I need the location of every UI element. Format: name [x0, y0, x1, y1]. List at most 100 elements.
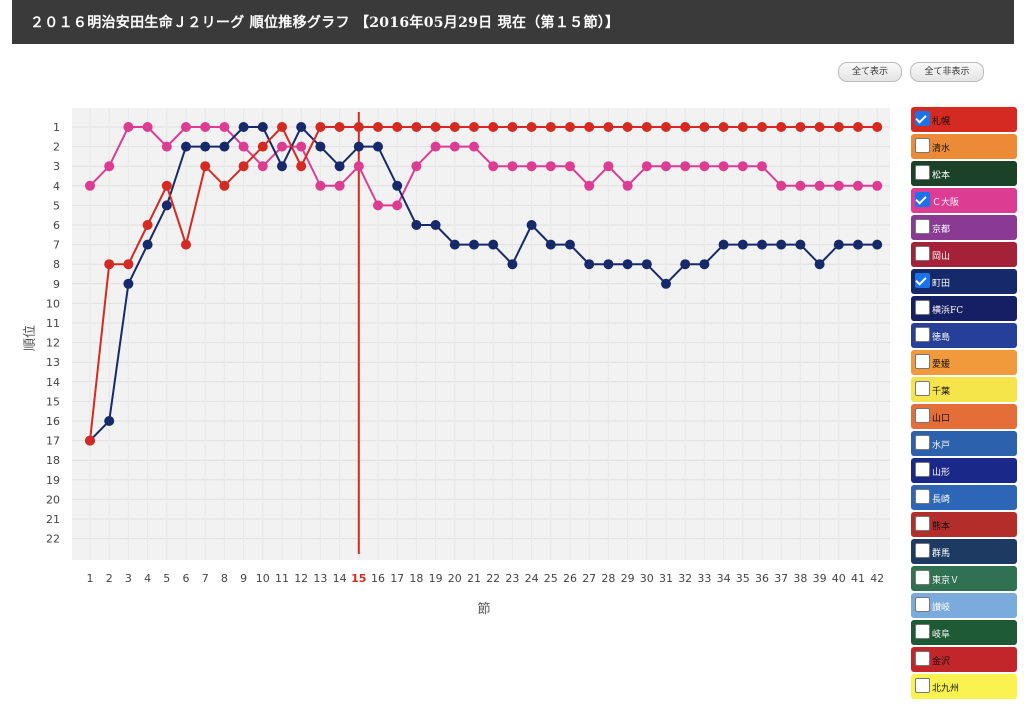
series-Ｃ大阪[interactable] — [85, 122, 883, 211]
data-point[interactable] — [430, 122, 441, 132]
data-point[interactable] — [814, 122, 825, 132]
data-point[interactable] — [449, 239, 460, 250]
data-point[interactable] — [853, 239, 863, 250]
data-point[interactable] — [353, 141, 364, 152]
data-point[interactable] — [161, 200, 172, 211]
legend-item-町田[interactable]: 町田 — [911, 269, 1017, 294]
data-point[interactable] — [200, 122, 211, 132]
data-point[interactable] — [142, 220, 153, 230]
data-point[interactable] — [104, 259, 115, 270]
data-point[interactable] — [334, 180, 345, 191]
data-point[interactable] — [219, 122, 230, 132]
data-point[interactable] — [315, 180, 326, 191]
data-point[interactable] — [833, 180, 844, 191]
data-point[interactable] — [469, 239, 479, 250]
data-point[interactable] — [814, 259, 825, 270]
data-point[interactable] — [584, 259, 595, 270]
data-point[interactable] — [680, 161, 691, 172]
data-point[interactable] — [142, 122, 153, 132]
data-point[interactable] — [622, 122, 633, 132]
legend-checkbox[interactable] — [915, 111, 930, 126]
legend-item-山口[interactable]: 山口 — [911, 404, 1017, 429]
legend-checkbox[interactable] — [915, 192, 930, 207]
data-point[interactable] — [411, 220, 422, 230]
legend-checkbox[interactable] — [915, 624, 930, 639]
data-point[interactable] — [795, 180, 806, 191]
legend-item-北九州[interactable]: 北九州 — [911, 674, 1017, 699]
data-point[interactable] — [257, 141, 268, 152]
data-point[interactable] — [833, 239, 844, 250]
legend-item-横浜FC[interactable]: 横浜FC — [911, 296, 1017, 321]
legend-checkbox[interactable] — [915, 543, 930, 558]
legend-checkbox[interactable] — [915, 327, 930, 342]
data-point[interactable] — [757, 161, 767, 172]
data-point[interactable] — [603, 259, 614, 270]
data-point[interactable] — [238, 141, 249, 152]
data-point[interactable] — [872, 122, 883, 132]
data-point[interactable] — [757, 239, 767, 250]
legend-checkbox[interactable] — [915, 273, 930, 288]
data-point[interactable] — [238, 122, 249, 132]
data-point[interactable] — [545, 239, 556, 250]
data-point[interactable] — [603, 122, 614, 132]
data-point[interactable] — [699, 259, 710, 270]
data-point[interactable] — [680, 259, 691, 270]
legend-item-岡山[interactable]: 岡山 — [911, 242, 1017, 267]
data-point[interactable] — [334, 122, 345, 132]
data-point[interactable] — [181, 239, 191, 250]
data-point[interactable] — [545, 161, 556, 172]
data-point[interactable] — [488, 161, 499, 172]
data-point[interactable] — [315, 141, 326, 152]
data-point[interactable] — [296, 141, 307, 152]
data-point[interactable] — [123, 122, 134, 132]
data-point[interactable] — [488, 239, 499, 250]
data-point[interactable] — [161, 141, 172, 152]
data-point[interactable] — [238, 161, 249, 172]
data-point[interactable] — [123, 259, 134, 270]
data-point[interactable] — [104, 416, 115, 426]
data-point[interactable] — [757, 122, 767, 132]
legend-checkbox[interactable] — [915, 300, 930, 315]
legend-checkbox[interactable] — [915, 651, 930, 666]
data-point[interactable] — [277, 141, 287, 152]
legend-item-群馬[interactable]: 群馬 — [911, 539, 1017, 564]
legend-item-松本[interactable]: 松本 — [911, 161, 1017, 186]
legend-checkbox[interactable] — [915, 462, 930, 477]
legend-item-讃岐[interactable]: 讃岐 — [911, 593, 1017, 618]
data-point[interactable] — [449, 141, 460, 152]
show-all-button[interactable]: 全て表示 — [838, 62, 902, 82]
data-point[interactable] — [718, 161, 729, 172]
data-point[interactable] — [161, 180, 172, 191]
data-point[interactable] — [718, 122, 729, 132]
data-point[interactable] — [545, 122, 556, 132]
data-point[interactable] — [526, 161, 537, 172]
data-point[interactable] — [277, 122, 287, 132]
legend-item-山形[interactable]: 山形 — [911, 458, 1017, 483]
data-point[interactable] — [296, 161, 307, 172]
data-point[interactable] — [257, 122, 268, 132]
data-point[interactable] — [737, 239, 748, 250]
legend-item-東京Ｖ[interactable]: 東京Ｖ — [911, 566, 1017, 591]
legend-checkbox[interactable] — [915, 570, 930, 585]
legend-checkbox[interactable] — [915, 678, 930, 693]
data-point[interactable] — [699, 122, 710, 132]
data-point[interactable] — [142, 239, 153, 250]
legend-checkbox[interactable] — [915, 597, 930, 612]
data-point[interactable] — [641, 122, 652, 132]
data-point[interactable] — [277, 161, 287, 172]
data-point[interactable] — [833, 122, 844, 132]
legend-checkbox[interactable] — [915, 219, 930, 234]
data-point[interactable] — [526, 122, 537, 132]
legend-item-水戸[interactable]: 水戸 — [911, 431, 1017, 456]
data-point[interactable] — [392, 180, 403, 191]
legend-checkbox[interactable] — [915, 354, 930, 369]
data-point[interactable] — [872, 239, 883, 250]
data-point[interactable] — [296, 122, 307, 132]
legend-item-千葉[interactable]: 千葉 — [911, 377, 1017, 402]
data-point[interactable] — [565, 239, 575, 250]
data-point[interactable] — [411, 122, 422, 132]
data-point[interactable] — [737, 122, 748, 132]
legend-item-徳島[interactable]: 徳島 — [911, 323, 1017, 348]
legend-checkbox[interactable] — [915, 381, 930, 396]
legend-item-Ｃ大阪[interactable]: Ｃ大阪 — [911, 188, 1017, 213]
